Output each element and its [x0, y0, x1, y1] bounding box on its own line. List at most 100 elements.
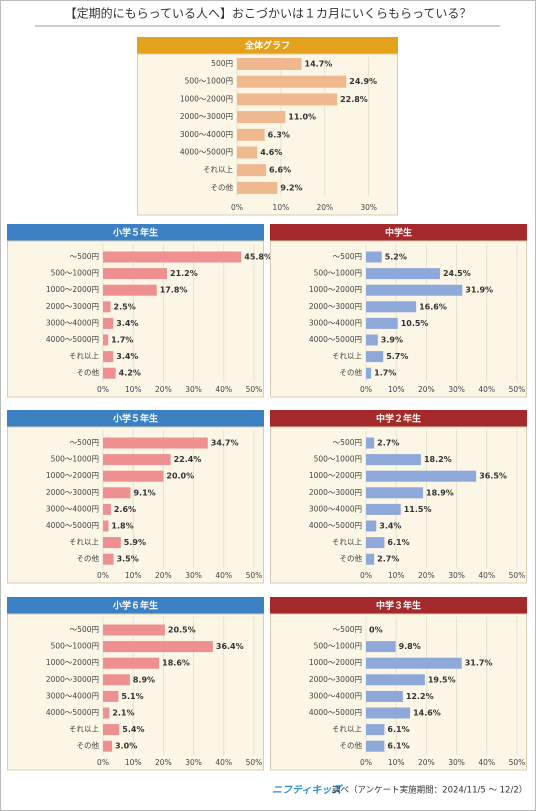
x-tick-label: 40%: [478, 385, 495, 394]
x-tick-label: 50%: [246, 385, 263, 394]
x-tick-label: 50%: [509, 758, 526, 767]
value-label: 2.7%: [377, 439, 399, 448]
value-label: 24.5%: [443, 269, 471, 278]
value-label: 3.4%: [116, 352, 138, 361]
category-label: 1000～2000円: [180, 94, 233, 103]
x-tick-label: 10%: [388, 758, 405, 767]
chart-body: [270, 240, 527, 398]
category-label: 3000～4000円: [309, 318, 362, 327]
x-tick-label: 20%: [155, 758, 172, 767]
category-label: その他: [77, 740, 100, 750]
x-tick-label: 50%: [246, 758, 263, 767]
x-tick-label: 30%: [185, 385, 202, 394]
value-label: 18.9%: [426, 488, 454, 497]
x-tick-label: 0%: [360, 758, 372, 767]
value-label: 9.8%: [399, 642, 421, 651]
bar: [103, 487, 131, 499]
bar: [103, 520, 109, 532]
bar: [237, 111, 286, 124]
value-label: 45.8%: [244, 253, 272, 262]
category-label: それ以上: [69, 538, 99, 547]
chart-title: 中学２年生: [376, 413, 421, 425]
x-tick-label: 20%: [155, 571, 172, 580]
chart-body: [7, 613, 264, 771]
x-tick-label: 0%: [97, 385, 109, 394]
bar: [366, 454, 421, 466]
value-label: 1.7%: [374, 369, 396, 378]
bar: [103, 454, 171, 466]
x-tick-label: 0%: [97, 571, 109, 580]
bar: [103, 367, 116, 379]
value-label: 0%: [369, 626, 383, 635]
category-label: 2000～3000円: [46, 488, 99, 497]
footer-note: 調べ（アンケート実施期間：2024/11/5 ～ 12/2）: [332, 785, 527, 796]
value-label: 6.6%: [269, 166, 291, 175]
bar: [366, 553, 375, 565]
value-label: 20.0%: [166, 472, 194, 481]
x-tick-label: 20%: [155, 385, 172, 394]
category-label: それ以上: [203, 165, 233, 174]
category-label: 3000～4000円: [46, 691, 99, 700]
bar: [366, 470, 477, 482]
value-label: 17.8%: [160, 286, 188, 295]
bar: [366, 724, 385, 736]
bar: [103, 317, 114, 329]
category-label: 1000～2000円: [309, 285, 362, 294]
value-label: 5.9%: [124, 538, 146, 547]
x-tick-label: 50%: [509, 385, 526, 394]
chart-title: 小学５年生: [112, 227, 158, 239]
category-label: 2000～3000円: [180, 112, 233, 121]
bar: [103, 537, 121, 549]
value-label: 31.7%: [465, 659, 493, 668]
bar: [366, 690, 403, 702]
value-label: 1.8%: [111, 522, 133, 531]
value-label: 9.2%: [280, 183, 302, 192]
x-tick-label: 20%: [418, 758, 435, 767]
category-label: 3000～4000円: [309, 504, 362, 513]
value-label: 12.2%: [406, 692, 434, 701]
value-label: 4.6%: [260, 148, 282, 157]
value-label: 3.4%: [379, 522, 401, 531]
x-tick-label: 40%: [215, 758, 232, 767]
category-label: 4000～5000円: [309, 521, 362, 530]
bar: [237, 128, 265, 141]
x-tick-label: 40%: [215, 571, 232, 580]
x-tick-label: 20%: [418, 571, 435, 580]
x-tick-label: 10%: [388, 571, 405, 580]
bar: [366, 707, 411, 719]
x-tick-label: 50%: [246, 571, 263, 580]
x-tick-label: 0%: [360, 571, 372, 580]
category-label: それ以上: [69, 725, 99, 734]
category-label: 4000～5000円: [309, 708, 362, 717]
category-label: 500～1000円: [51, 269, 99, 278]
x-tick-label: 30%: [185, 571, 202, 580]
value-label: 5.1%: [121, 692, 143, 701]
x-tick-label: 0%: [360, 385, 372, 394]
value-label: 24.9%: [349, 77, 377, 86]
bar: [366, 437, 375, 449]
chart-title: 小学５年生: [112, 413, 158, 425]
category-label: 1000～2000円: [46, 285, 99, 294]
value-label: 22.4%: [174, 455, 202, 464]
value-label: 18.6%: [162, 659, 190, 668]
bar: [103, 470, 164, 482]
value-label: 6.3%: [268, 130, 290, 139]
category-label: 2000～3000円: [309, 488, 362, 497]
value-label: 3.9%: [381, 336, 403, 345]
value-label: 3.0%: [115, 742, 137, 751]
value-label: 22.8%: [340, 95, 368, 104]
value-label: 20.5%: [168, 626, 196, 635]
value-label: 31.9%: [465, 286, 493, 295]
value-label: 21.2%: [170, 269, 198, 278]
page-title: 【定期的にもらっている人へ】おこづかいは１カ月にいくらもらっている？: [65, 6, 472, 21]
chart-title: 中学３年生: [376, 600, 421, 612]
bar: [103, 334, 109, 346]
category-label: 2000～3000円: [309, 675, 362, 684]
value-label: 8.9%: [133, 675, 155, 684]
category-label: 1000～2000円: [46, 471, 99, 480]
category-label: 3000～4000円: [46, 504, 99, 513]
category-label: 1000～2000円: [309, 658, 362, 667]
category-label: ～500円: [70, 625, 99, 634]
header: [137, 37, 398, 54]
value-label: 5.7%: [386, 352, 408, 361]
